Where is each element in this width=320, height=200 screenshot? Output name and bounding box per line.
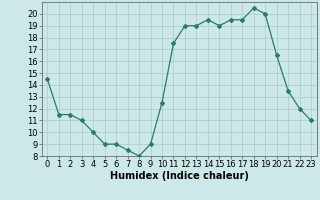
X-axis label: Humidex (Indice chaleur): Humidex (Indice chaleur) — [110, 171, 249, 181]
